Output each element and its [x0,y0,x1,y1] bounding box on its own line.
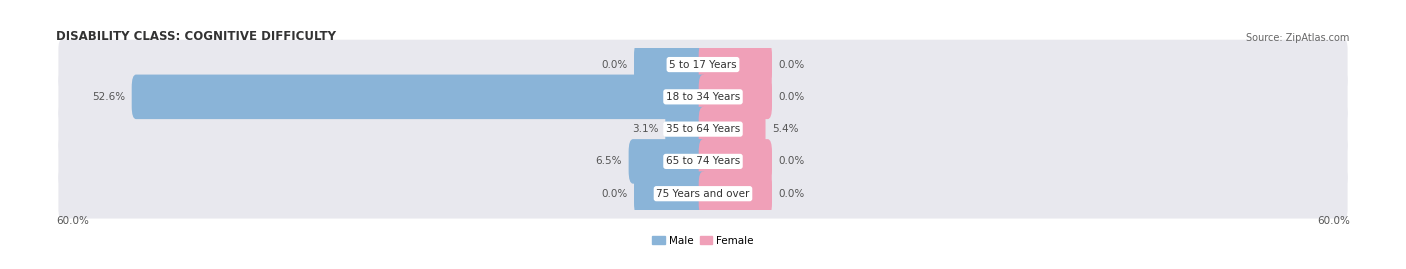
FancyBboxPatch shape [59,104,1347,154]
Text: 0.0%: 0.0% [779,156,804,167]
Text: 0.0%: 0.0% [779,92,804,102]
FancyBboxPatch shape [634,171,707,216]
Text: 0.0%: 0.0% [602,189,627,199]
FancyBboxPatch shape [699,171,772,216]
Text: 60.0%: 60.0% [56,216,89,226]
Text: 65 to 74 Years: 65 to 74 Years [666,156,740,167]
Text: 6.5%: 6.5% [596,156,621,167]
Text: 75 Years and over: 75 Years and over [657,189,749,199]
FancyBboxPatch shape [699,75,772,119]
FancyBboxPatch shape [59,40,1347,89]
Text: 0.0%: 0.0% [779,189,804,199]
FancyBboxPatch shape [628,139,707,184]
Text: 52.6%: 52.6% [93,92,125,102]
Text: 35 to 64 Years: 35 to 64 Years [666,124,740,134]
FancyBboxPatch shape [665,107,707,151]
FancyBboxPatch shape [59,169,1347,218]
FancyBboxPatch shape [634,42,707,87]
Text: 5 to 17 Years: 5 to 17 Years [669,59,737,70]
Text: 0.0%: 0.0% [602,59,627,70]
Legend: Male, Female: Male, Female [648,231,758,250]
Text: Source: ZipAtlas.com: Source: ZipAtlas.com [1246,33,1350,43]
FancyBboxPatch shape [59,72,1347,122]
Text: 0.0%: 0.0% [779,59,804,70]
Text: 3.1%: 3.1% [633,124,659,134]
Text: 18 to 34 Years: 18 to 34 Years [666,92,740,102]
Text: DISABILITY CLASS: COGNITIVE DIFFICULTY: DISABILITY CLASS: COGNITIVE DIFFICULTY [56,30,336,43]
FancyBboxPatch shape [699,107,765,151]
FancyBboxPatch shape [699,42,772,87]
Text: 5.4%: 5.4% [772,124,799,134]
Text: 60.0%: 60.0% [1317,216,1350,226]
FancyBboxPatch shape [132,75,707,119]
FancyBboxPatch shape [699,139,772,184]
FancyBboxPatch shape [59,137,1347,186]
